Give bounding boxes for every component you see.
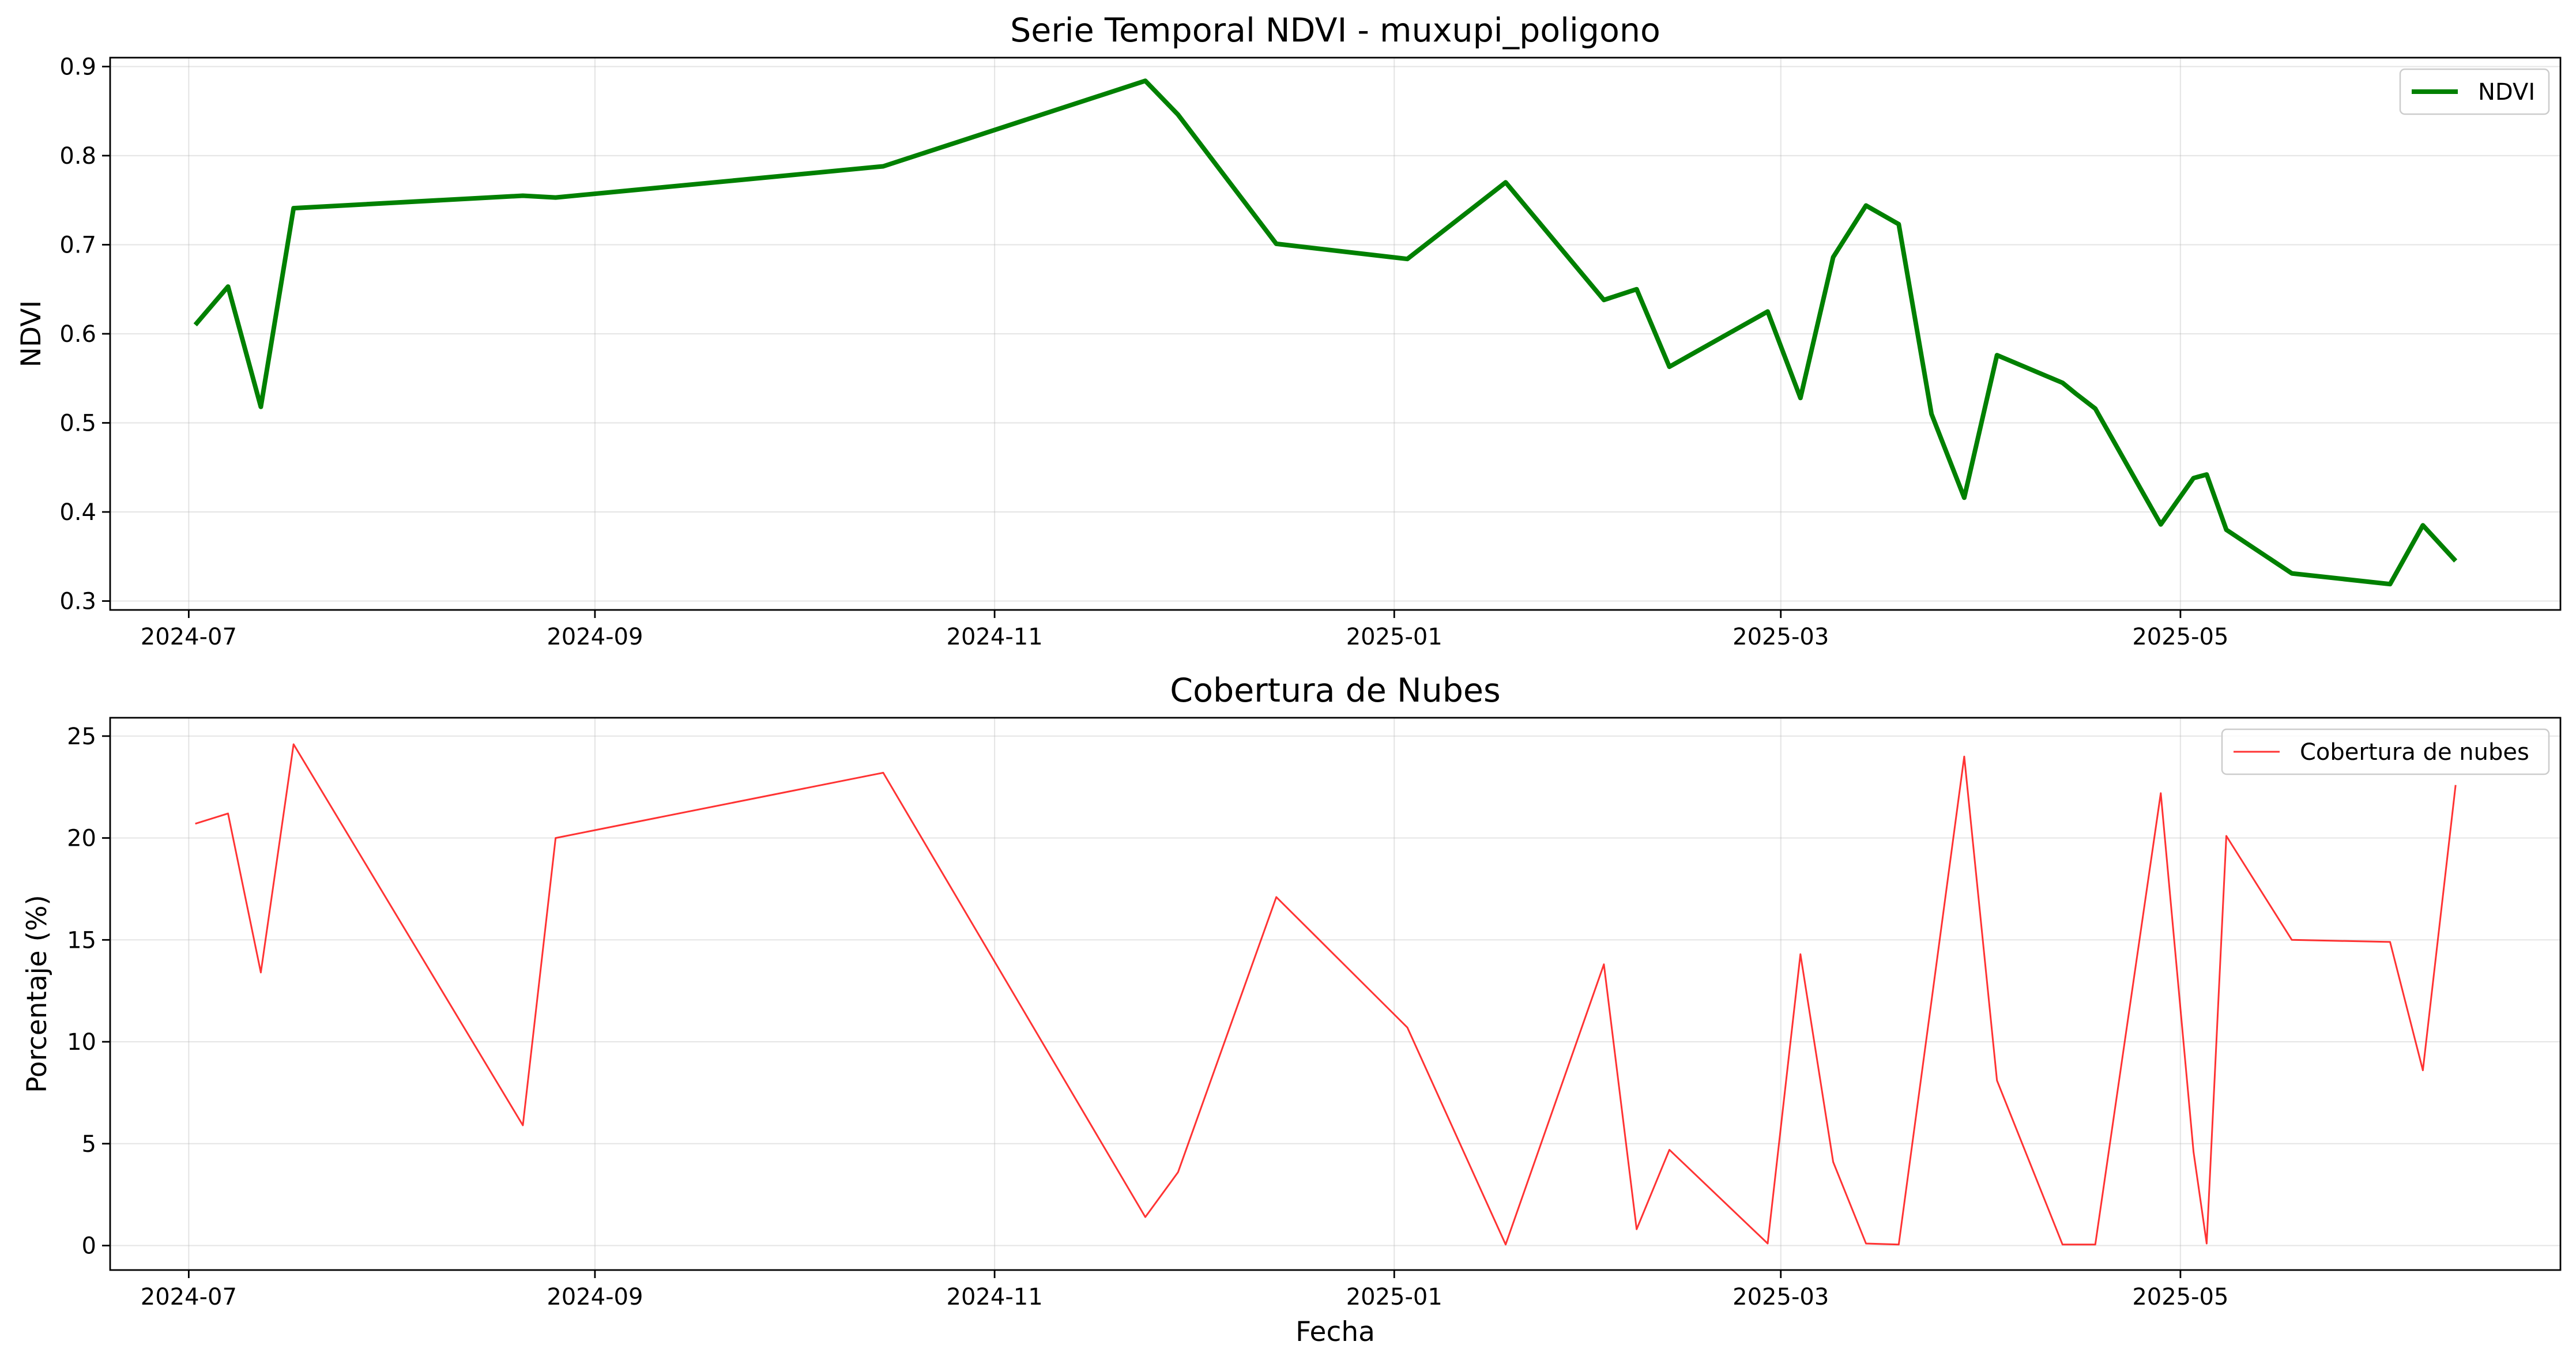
- cloud-x-axis-label: Fecha: [1295, 1316, 1375, 1348]
- cloud-x-tick-label: 2024-09: [547, 1284, 643, 1310]
- cloud-y-axis-label: Porcentaje (%): [21, 895, 53, 1093]
- ndvi-series-line: [193, 78, 2458, 587]
- cloud-x-tick-label: 2024-11: [947, 1284, 1043, 1310]
- cloud-series-line: [195, 743, 2457, 1246]
- cloud-x-tick-label: 2025-03: [1733, 1284, 1829, 1310]
- ndvi-y-tick-label: 0.8: [59, 143, 96, 169]
- ndvi-y-tick-label: 0.4: [59, 499, 96, 526]
- ndvi-x-tick-label: 2025-03: [1733, 624, 1829, 650]
- cloud-x-tick-label: 2025-05: [2132, 1284, 2228, 1310]
- cloud-series: [195, 743, 2457, 1246]
- cloud-legend-box: [2221, 728, 2550, 775]
- cloud-y-tick-label: 5: [82, 1131, 96, 1158]
- ndvi-gridlines: [110, 58, 2560, 610]
- cloud-y-tick-label: 20: [67, 826, 96, 852]
- ndvi-x-tick-label: 2024-07: [141, 624, 237, 650]
- ndvi-x-tick-label: 2024-09: [547, 624, 643, 650]
- ndvi-legend: NDVI: [2399, 68, 2550, 115]
- ndvi-x-tick-label: 2025-01: [1346, 624, 1443, 650]
- ndvi-x-tick-label: 2024-11: [947, 624, 1043, 650]
- cloud-legend: Cobertura de nubes: [2221, 728, 2550, 775]
- cloud-plot-frame: [109, 717, 2562, 1271]
- cloud-chart-title: Cobertura de Nubes: [1170, 672, 1500, 710]
- ndvi-y-tick-label: 0.9: [59, 54, 96, 80]
- ndvi-x-tick-label: 2025-05: [2132, 624, 2228, 650]
- ndvi-series: [193, 78, 2458, 587]
- cloud-legend-label: Cobertura de nubes: [2300, 739, 2529, 766]
- ndvi-y-axis-label: NDVI: [16, 300, 47, 368]
- cloud-x-tick-label: 2024-07: [141, 1284, 237, 1310]
- cloud-y-tick-label: 15: [67, 927, 96, 954]
- cloud-x-tick-label: 2025-01: [1346, 1284, 1443, 1310]
- ndvi-y-tick-label: 0.6: [59, 321, 96, 348]
- cloud-gridlines: [110, 718, 2560, 1270]
- ndvi-legend-box: [2399, 68, 2550, 115]
- ndvi-legend-label: NDVI: [2478, 79, 2535, 105]
- cloud-y-tick-label: 10: [67, 1029, 96, 1056]
- ndvi-y-ticks: 0.3 0.4 0.5 0.6 0.7 0.8 0.9: [59, 54, 110, 615]
- ndvi-x-ticks: 2024-07 2024-09 2024-11 2025-01 2025-03 2025-…: [141, 610, 2228, 650]
- ndvi-chart-title: Serie Temporal NDVI - muxupi_poligono: [1010, 12, 1660, 50]
- cloud-y-tick-label: 25: [67, 724, 96, 750]
- ndvi-chart: Serie Temporal NDVI - muxupi_poligono ND…: [16, 12, 2562, 650]
- cloud-x-ticks: 2024-07 2024-09 2024-11 2025-01 2025-03 2025-…: [141, 1270, 2228, 1310]
- ndvi-y-tick-label: 0.3: [59, 589, 96, 615]
- ndvi-y-tick-label: 0.5: [59, 410, 96, 437]
- cloud-y-ticks: 0 5 10 15 20 25: [67, 724, 110, 1260]
- cloud-y-tick-label: 0: [82, 1233, 96, 1260]
- ndvi-y-tick-label: 0.7: [59, 232, 96, 258]
- cloud-chart: Cobertura de Nubes Porcentaje (%) Fecha …: [21, 672, 2562, 1348]
